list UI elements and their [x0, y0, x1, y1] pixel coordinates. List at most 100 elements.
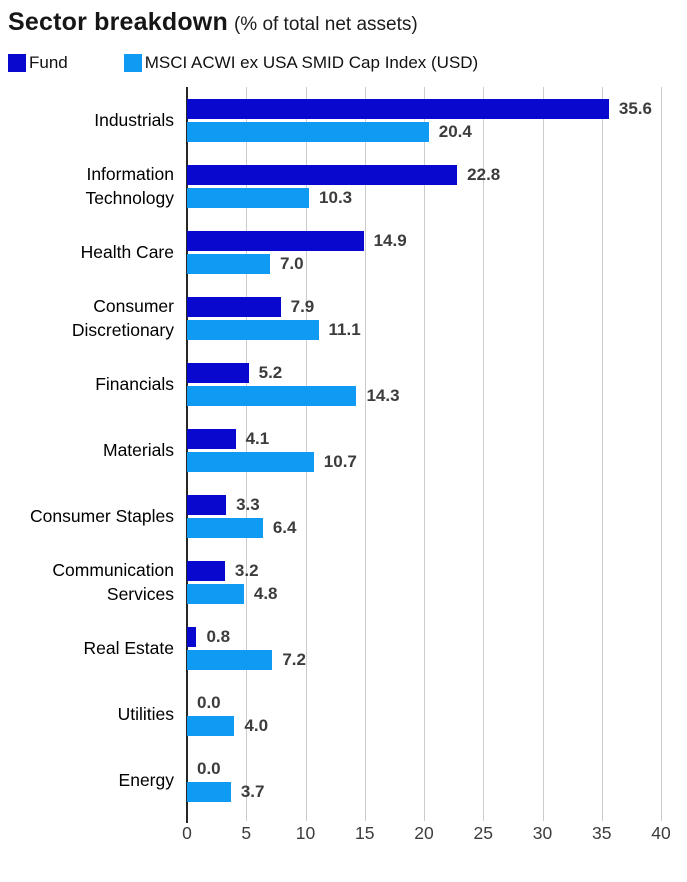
index-bar	[187, 451, 314, 472]
bar-value-label: 7.9	[290, 296, 315, 316]
chart-row: Consumer Staples 3.3 6.4	[30, 483, 661, 549]
legend-label: MSCI ACWI ex USA SMID Cap Index (USD)	[144, 53, 479, 72]
chart-row: Communication Services 3.2 4.8	[52, 549, 661, 615]
bar-line: 7.9	[187, 296, 661, 317]
x-tick-label: 40	[651, 823, 671, 843]
fund-bar	[187, 296, 281, 317]
bar-value-label: 11.1	[328, 319, 361, 339]
plot-area: Industrials 35.6 20.4 Information Technolog…	[30, 87, 662, 823]
chart-legend: Fund MSCI ACWI ex USA SMID Cap Index (USD…	[8, 53, 681, 73]
x-tick-label: 20	[414, 823, 434, 843]
gridline	[661, 87, 662, 821]
x-tick-label: 25	[473, 823, 493, 843]
bar-value-label: 10.7	[323, 451, 357, 471]
fund-bar	[187, 164, 458, 185]
legend-swatch-icon	[123, 54, 142, 72]
bar-line: 0.0	[187, 693, 661, 713]
x-tick-label: 15	[355, 823, 375, 843]
bar-line: 4.1	[187, 428, 661, 449]
bar-value-label: 0.0	[197, 758, 221, 778]
index-bar	[187, 121, 429, 142]
category-label: Consumer Staples	[30, 506, 174, 526]
index-bar	[187, 319, 319, 340]
bar-line: 5.2	[187, 362, 661, 383]
index-bar	[187, 517, 263, 538]
bar-value-label: 5.2	[258, 362, 283, 382]
x-tick-label: 30	[532, 823, 553, 843]
bar-chart: Industrials 35.6 20.4 Information Technolog…	[30, 87, 671, 853]
bar-line: 4.0	[187, 715, 661, 736]
category-label: Energy	[118, 770, 174, 790]
legend-swatch-icon	[8, 54, 26, 72]
chart-row: Financials 5.2 14.3	[95, 351, 661, 417]
bar-value-label: 35.6	[618, 98, 652, 118]
bar-value-label: 14.9	[373, 230, 407, 250]
bar-value-label: 3.2	[234, 560, 259, 580]
chart-row: Energy 0.0 3.7	[119, 747, 661, 813]
bar-line: 4.8	[187, 583, 661, 604]
bar-line: 0.0	[187, 759, 661, 779]
category-label: Industrials	[94, 110, 174, 130]
category-label: Materials	[103, 440, 174, 460]
bar-value-label: 6.4	[272, 517, 297, 537]
bar-value-label: 20.4	[438, 121, 472, 141]
bar-value-label: 10.3	[319, 187, 353, 207]
bar-value-label: 3.7	[240, 781, 265, 801]
chart-title-subtitle: (% of total net assets)	[233, 14, 418, 35]
chart-row: Real Estate 0.8 7.2	[84, 615, 661, 681]
index-bar	[187, 649, 273, 670]
category-label: Real Estate	[83, 638, 174, 658]
legend-label: Fund	[29, 53, 68, 72]
bar-line: 6.4	[187, 517, 661, 538]
x-tick-label: 0	[182, 823, 192, 843]
index-bar	[187, 715, 235, 736]
bar-line: 35.6	[187, 98, 661, 119]
index-bar	[187, 253, 270, 274]
bar-value-label: 14.3	[366, 385, 400, 405]
bar-value-label: 4.8	[253, 583, 278, 603]
index-bar	[187, 583, 244, 604]
bar-value-label: 7.0	[279, 253, 304, 273]
bar-value-label: 4.0	[244, 715, 269, 735]
chart-row: Health Care 14.9 7.0	[81, 219, 661, 285]
bar-line: 10.3	[187, 187, 661, 208]
legend-item-fund: Fund	[8, 53, 68, 73]
bar-line: 14.9	[187, 230, 661, 251]
bar-line: 14.3	[187, 385, 661, 406]
bar-line: 7.2	[187, 649, 661, 670]
chart-title: Sector breakdown (% of total net assets)	[8, 8, 681, 37]
bar-value-label: 22.8	[467, 164, 501, 184]
chart-row: Industrials 35.6 20.4	[94, 87, 661, 153]
category-label: Utilities	[117, 704, 174, 724]
index-bar	[187, 385, 357, 406]
chart-row: Utilities 0.0 4.0	[118, 681, 661, 747]
legend-item-index: MSCI ACWI ex USA SMID Cap Index (USD)	[123, 53, 479, 73]
category-label: Information Technology	[85, 164, 174, 208]
bar-line: 10.7	[187, 451, 661, 472]
bar-value-label: 7.2	[282, 649, 306, 669]
fund-bar	[187, 560, 225, 581]
fund-bar	[187, 494, 227, 515]
x-tick-label: 5	[241, 823, 252, 843]
bar-line: 3.3	[187, 494, 661, 515]
fund-bar	[187, 98, 609, 119]
x-tick-label: 35	[592, 823, 612, 843]
bar-value-label: 0.8	[206, 626, 231, 646]
bar-value-label: 4.1	[245, 428, 270, 448]
bar-line: 11.1	[187, 319, 661, 340]
bar-line: 3.7	[187, 781, 661, 802]
category-label: Health Care	[80, 242, 174, 262]
category-label: Communication Services	[52, 560, 174, 604]
bar-line: 0.8	[187, 626, 661, 647]
chart-row: Consumer Discretionary 7.9 11.1	[72, 285, 661, 351]
chart-row: Information Technology 22.8 10.3	[85, 153, 661, 219]
sector-breakdown-chart: Sector breakdown (% of total net assets) …	[8, 8, 681, 853]
fund-bar	[187, 362, 249, 383]
category-label: Consumer Discretionary	[71, 296, 174, 340]
bar-line: 7.0	[187, 253, 661, 274]
fund-bar	[187, 230, 364, 251]
category-label: Financials	[95, 374, 174, 394]
x-axis: 0 5 10 15 20 25 30 35 40	[182, 823, 671, 853]
index-bar	[187, 781, 231, 802]
fund-bar	[187, 626, 197, 647]
